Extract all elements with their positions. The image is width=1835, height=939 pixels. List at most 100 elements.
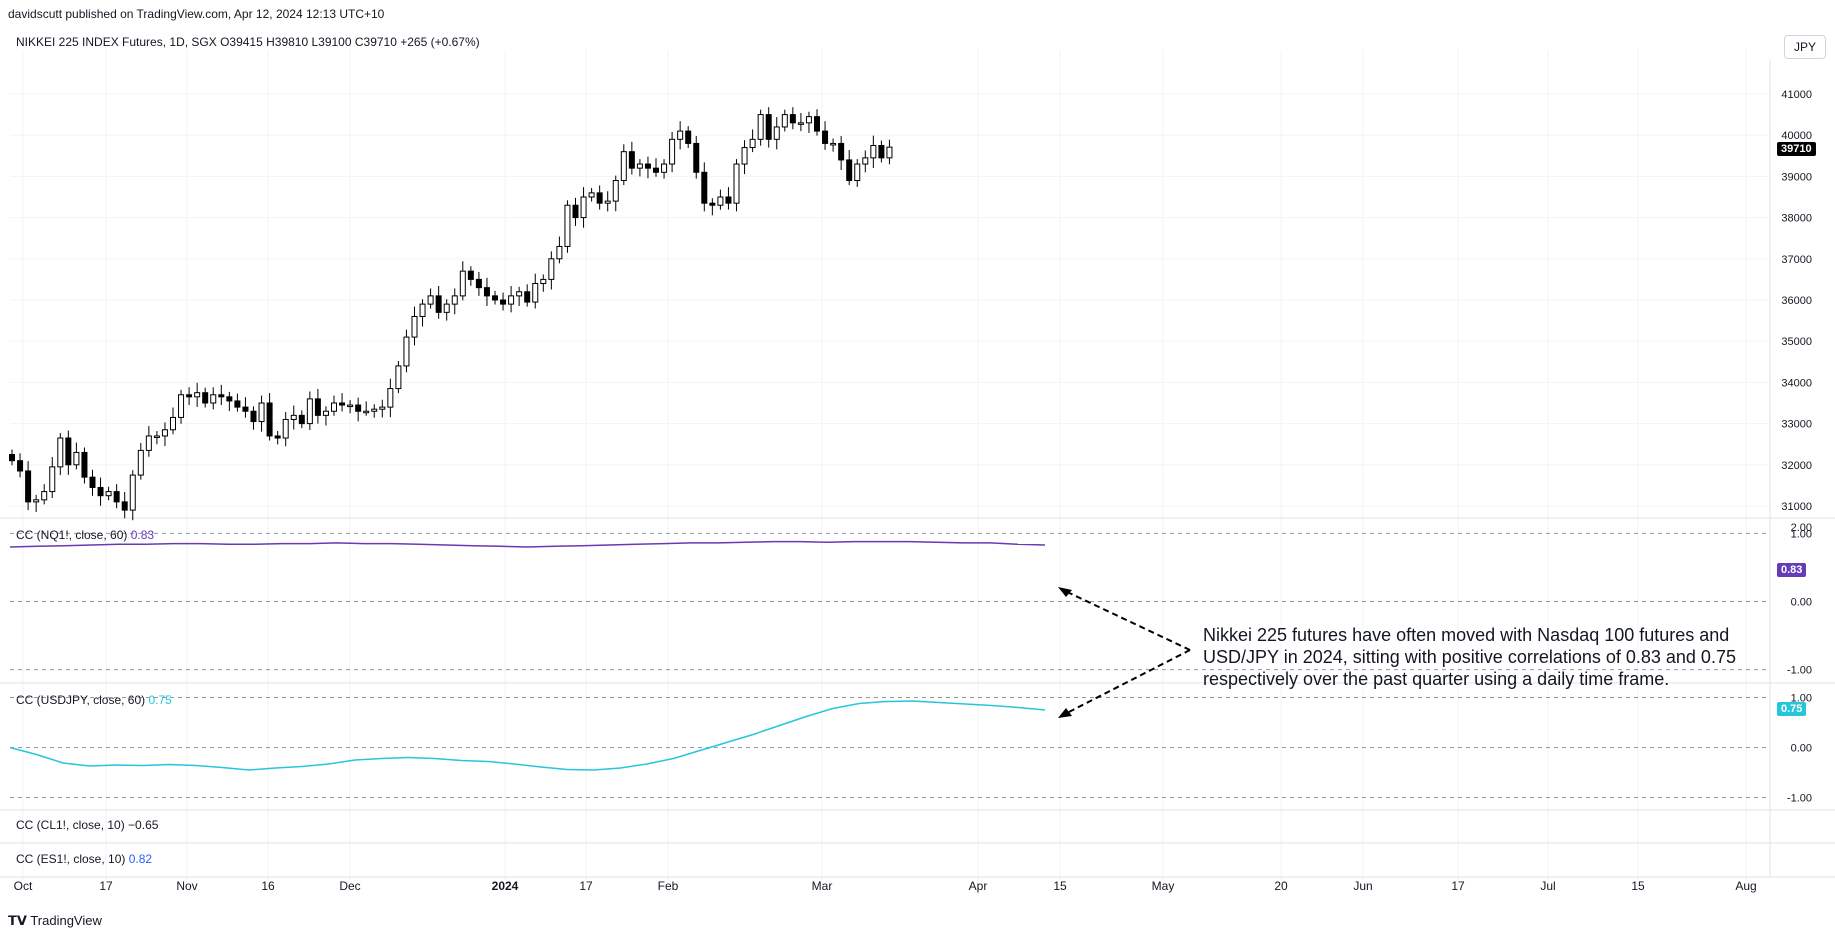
indicator-tick-label: -1.00 <box>1787 665 1812 677</box>
candle-body <box>443 303 450 313</box>
y-tick-label: 34000 <box>1781 377 1812 389</box>
candle-body <box>226 396 233 402</box>
candle-body <box>580 196 587 219</box>
candle-body <box>81 451 88 478</box>
candle-body <box>524 291 531 303</box>
candle-body <box>725 196 732 204</box>
candle-body <box>105 491 112 497</box>
candle-body <box>814 116 820 132</box>
indicator-tick-label: 1.00 <box>1791 528 1812 540</box>
candle-body <box>153 435 160 438</box>
y-tick-label: 36000 <box>1781 295 1812 307</box>
x-tick-label: 17 <box>1451 879 1465 893</box>
y-tick-label: 35000 <box>1781 336 1812 348</box>
candle-body <box>749 138 756 149</box>
candle-body <box>145 435 152 451</box>
candle-body <box>274 435 281 439</box>
candle-body <box>781 114 788 128</box>
symbol-info: NIKKEI 225 INDEX Futures, 1D, SGX O39415… <box>16 35 480 49</box>
candle-body <box>137 449 144 476</box>
indicator-nq-label: CC (NQ1!, close, 60) 0.83 <box>16 528 155 542</box>
candle-body <box>846 159 853 182</box>
candle-body <box>258 402 265 423</box>
candle-body <box>733 163 740 204</box>
candle-body <box>57 437 64 468</box>
candle-body <box>701 171 708 204</box>
candle-body <box>797 122 804 125</box>
candle-body <box>805 116 812 124</box>
x-tick-label: 15 <box>1631 879 1645 893</box>
candle-body <box>870 145 877 159</box>
candle-body <box>596 192 603 204</box>
x-tick-label: 20 <box>1274 879 1288 893</box>
candle-body <box>540 278 547 285</box>
candle-body <box>878 145 885 159</box>
candle-body <box>33 499 40 503</box>
candle-body <box>17 460 24 472</box>
candle-body <box>266 402 273 437</box>
candle-body <box>492 295 498 301</box>
x-tick-label: Feb <box>658 879 679 893</box>
candle-body <box>467 270 474 280</box>
candle-body <box>628 151 635 169</box>
candle-body <box>170 416 176 431</box>
x-tick-label: Jun <box>1353 879 1372 893</box>
x-tick-label: 2024 <box>492 879 519 893</box>
candle-body <box>242 406 249 412</box>
indicator-tick-label: 2.00 <box>1791 522 1812 534</box>
candle-body <box>178 394 185 418</box>
candle-body <box>282 418 289 439</box>
candle-body <box>322 410 329 416</box>
candle-body <box>306 398 313 425</box>
candle-body <box>387 388 394 408</box>
candle-body <box>314 398 321 416</box>
y-tick-label: 41000 <box>1781 89 1812 101</box>
candle-body <box>548 258 555 280</box>
indicator-es-label: CC (ES1!, close, 10) 0.82 <box>16 852 153 866</box>
candle-body <box>459 270 466 297</box>
candle-body <box>250 410 257 423</box>
x-tick-label: 15 <box>1053 879 1067 893</box>
candle-body <box>218 394 225 398</box>
candle-body <box>25 470 32 503</box>
candle-body <box>73 451 80 466</box>
indicator-es-value: 0.82 <box>128 852 153 866</box>
nq-value-badge: 0.83 <box>1777 563 1807 577</box>
indicator-lines <box>9 540 1046 771</box>
candle-body <box>97 486 104 497</box>
candle-body <box>508 295 515 305</box>
candle-body <box>572 204 579 219</box>
candle-body <box>693 142 700 173</box>
axes: Oct 17 Nov 16 Dec 2024 17 Feb Mar Apr 15 May 20 Jun 17… <box>14 89 1812 893</box>
x-tick-label: Oct <box>14 879 33 893</box>
indicator-tick-label: -1.00 <box>1787 793 1812 805</box>
candle-body <box>89 476 96 488</box>
candle-body <box>427 295 434 305</box>
x-tick-label: May <box>1152 879 1175 893</box>
candle-body <box>435 295 442 313</box>
annotation-text: Nikkei 225 futures have often moved with… <box>1203 625 1736 689</box>
y-tick-label: 38000 <box>1781 213 1812 225</box>
candle-body <box>653 167 659 173</box>
candle-body <box>757 114 764 140</box>
candle-body <box>355 404 362 412</box>
candle-body <box>765 114 772 140</box>
indicator-tick-label: 1.00 <box>1791 693 1812 705</box>
y-tick-label: 33000 <box>1781 419 1812 431</box>
publisher-line: davidscutt published on TradingView.com,… <box>8 7 385 21</box>
candle-body <box>854 163 861 182</box>
currency-button[interactable]: JPY <box>1784 35 1827 59</box>
candle-body <box>379 406 386 410</box>
candle-body <box>234 400 241 408</box>
candle-body <box>709 202 716 206</box>
candle-body <box>347 404 354 408</box>
candle-body <box>194 392 201 398</box>
y-tick-label: 39000 <box>1781 171 1812 183</box>
candle-body <box>838 142 845 161</box>
indicator-nq-value: 0.83 <box>130 528 155 542</box>
candle-body <box>886 146 893 159</box>
candle-body <box>129 474 136 511</box>
candle-body <box>612 180 619 202</box>
x-tick-label: Dec <box>339 879 360 893</box>
